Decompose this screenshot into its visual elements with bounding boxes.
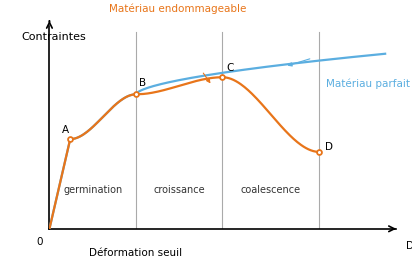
Text: croissance: croissance	[153, 185, 205, 195]
Text: C: C	[226, 63, 233, 73]
Text: Matériau endommageable: Matériau endommageable	[109, 3, 246, 14]
Text: germination: germination	[63, 185, 122, 195]
Text: 0: 0	[36, 237, 42, 247]
Text: D: D	[325, 142, 332, 152]
Text: Contraintes: Contraintes	[22, 32, 87, 42]
Text: Matériau parfait: Matériau parfait	[326, 79, 410, 89]
Text: B: B	[139, 78, 147, 88]
Text: A: A	[61, 125, 69, 135]
Text: coalescence: coalescence	[241, 185, 301, 195]
Text: Déformation seuil: Déformation seuil	[89, 248, 183, 258]
Text: Déformations: Déformations	[406, 241, 412, 251]
